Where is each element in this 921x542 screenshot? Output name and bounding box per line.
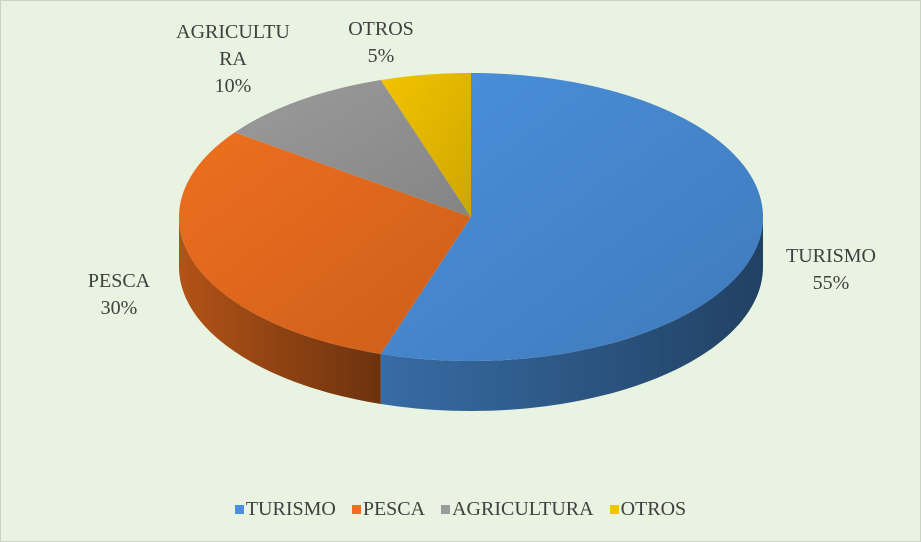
- value-label: 30%: [100, 297, 138, 319]
- legend-label: TURISMO: [245, 498, 336, 520]
- value-label: 55%: [812, 272, 850, 294]
- slice: [380, 73, 471, 217]
- data-label: AGRICULTURA 10%: [173, 19, 293, 100]
- slice-side: [380, 217, 763, 411]
- category-label: AGRICULTURA: [176, 21, 290, 70]
- slice: [380, 73, 763, 361]
- legend-swatch: [234, 505, 244, 514]
- legend-label: OTROS: [620, 498, 687, 520]
- category-label: TURISMO: [785, 245, 876, 267]
- value-label: 5%: [367, 45, 395, 67]
- slice: [179, 132, 471, 354]
- data-label: OTROS 5%: [336, 16, 426, 70]
- legend: TURISMO PESCA AGRICULTURA OTROS: [1, 498, 920, 521]
- slice-side: [179, 217, 381, 404]
- category-label: PESCA: [87, 270, 151, 292]
- legend-item: TURISMO: [234, 498, 336, 521]
- legend-label: PESCA: [362, 498, 426, 520]
- legend-swatch: [351, 505, 361, 514]
- legend-item: OTROS: [609, 498, 687, 521]
- legend-label: AGRICULTURA: [452, 498, 594, 520]
- slice: [234, 80, 471, 218]
- data-label: TURISMO 55%: [761, 243, 901, 297]
- legend-swatch: [441, 505, 451, 514]
- legend-item: AGRICULTURA: [441, 498, 594, 521]
- legend-item: PESCA: [351, 498, 426, 521]
- value-label: 10%: [214, 75, 252, 97]
- category-label: OTROS: [348, 18, 414, 40]
- legend-swatch: [609, 505, 619, 514]
- data-label: PESCA 30%: [59, 268, 179, 322]
